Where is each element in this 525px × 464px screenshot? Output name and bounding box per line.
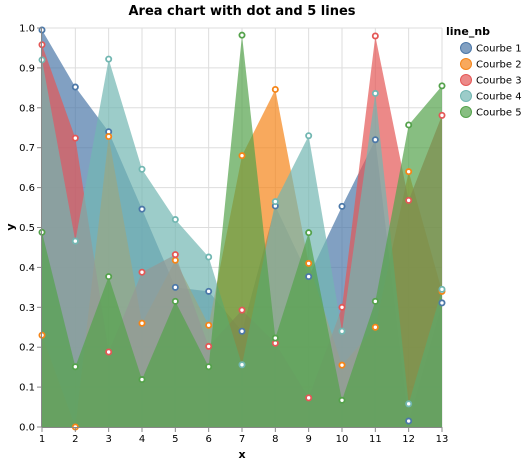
data-point-series-1 xyxy=(171,283,179,291)
legend-symbol xyxy=(460,58,472,70)
data-point-series-4 xyxy=(205,253,213,261)
x-tick-label: 6 xyxy=(205,434,211,445)
data-point-series-5 xyxy=(205,363,213,371)
x-tick-label: 2 xyxy=(72,434,78,445)
x-tick-label: 11 xyxy=(369,434,382,445)
x-tick-label: 1 xyxy=(39,434,45,445)
data-point-series-1 xyxy=(305,273,313,281)
y-tick-label: 0.5 xyxy=(19,223,35,234)
y-tick-label: 0.0 xyxy=(19,423,35,434)
data-point-series-2 xyxy=(405,168,413,176)
data-point-series-2 xyxy=(205,321,213,329)
legend-label: Courbe 1 xyxy=(476,44,522,55)
y-tick-label: 0.8 xyxy=(19,103,35,114)
data-point-series-5 xyxy=(305,229,313,237)
legend-symbol xyxy=(460,90,472,102)
x-tick-label: 4 xyxy=(139,434,145,445)
y-tick-label: 0.2 xyxy=(19,343,35,354)
chart-axes: 1 2 3 4 5 6 7 8 9 10 11 12 130.00.10.20.30.40.50.60.… xyxy=(19,24,448,446)
data-point-series-1 xyxy=(405,417,413,425)
area-series-5 xyxy=(42,35,442,427)
legend-symbol xyxy=(460,74,472,86)
chart-points xyxy=(38,26,446,431)
data-point-series-2 xyxy=(371,323,379,331)
data-point-series-3 xyxy=(238,306,246,314)
data-point-series-2 xyxy=(105,133,113,141)
data-point-series-2 xyxy=(138,319,146,327)
data-point-series-4 xyxy=(71,237,79,245)
x-tick-label: 7 xyxy=(239,434,245,445)
y-tick-label: 0.3 xyxy=(19,303,35,314)
legend-title: line_nb xyxy=(446,25,490,38)
data-point-series-5 xyxy=(338,396,346,404)
x-tick-label: 9 xyxy=(305,434,311,445)
y-tick-label: 0.4 xyxy=(19,263,35,274)
data-point-series-2 xyxy=(238,152,246,160)
chart-title: Area chart with dot and 5 lines xyxy=(128,4,355,19)
data-point-series-4 xyxy=(305,132,313,140)
legend-label: Courbe 5 xyxy=(476,108,522,119)
chart-legend: line_nb Courbe 1 Courbe 2 Courbe 3 Courbe 4… xyxy=(446,25,522,119)
data-point-series-4 xyxy=(371,89,379,97)
data-point-series-5 xyxy=(238,31,246,39)
data-point-series-1 xyxy=(238,327,246,335)
y-tick-label: 0.1 xyxy=(19,383,35,394)
data-point-series-1 xyxy=(371,136,379,144)
x-tick-label: 10 xyxy=(336,434,349,445)
data-point-series-5 xyxy=(71,363,79,371)
data-point-series-5 xyxy=(271,334,279,342)
data-point-series-1 xyxy=(71,83,79,91)
data-point-series-3 xyxy=(171,251,179,259)
legend-label: Courbe 3 xyxy=(476,76,522,87)
data-point-series-2 xyxy=(305,259,313,267)
data-point-series-4 xyxy=(138,165,146,173)
data-point-series-1 xyxy=(438,299,446,307)
data-point-series-5 xyxy=(105,273,113,281)
data-point-series-4 xyxy=(171,216,179,224)
data-point-series-3 xyxy=(71,134,79,142)
y-tick-label: 0.6 xyxy=(19,183,35,194)
y-axis-label: y xyxy=(4,223,17,230)
data-point-series-3 xyxy=(338,303,346,311)
data-point-series-5 xyxy=(438,82,446,90)
x-tick-label: 3 xyxy=(105,434,111,445)
data-point-series-2 xyxy=(171,256,179,264)
data-point-series-4 xyxy=(338,327,346,335)
data-point-series-4 xyxy=(105,55,113,63)
y-tick-label: 0.9 xyxy=(19,63,35,74)
data-point-series-4 xyxy=(238,361,246,369)
data-point-series-1 xyxy=(338,202,346,210)
data-point-series-3 xyxy=(205,342,213,350)
data-point-series-5 xyxy=(371,297,379,305)
legend-label: Courbe 2 xyxy=(476,60,522,71)
legend-label: Courbe 4 xyxy=(476,92,522,103)
data-point-series-3 xyxy=(438,111,446,119)
data-point-series-4 xyxy=(405,400,413,408)
x-tick-label: 8 xyxy=(272,434,278,445)
y-tick-label: 0.7 xyxy=(19,143,35,154)
area-series-4 xyxy=(42,59,442,427)
data-point-series-5 xyxy=(138,376,146,384)
data-point-series-1 xyxy=(138,205,146,213)
x-tick-label: 13 xyxy=(436,434,449,445)
legend-symbol xyxy=(460,42,472,54)
y-tick-label: 1.0 xyxy=(19,24,35,35)
data-point-series-3 xyxy=(138,268,146,276)
data-point-series-3 xyxy=(105,348,113,356)
data-point-series-3 xyxy=(371,32,379,40)
data-point-series-3 xyxy=(305,394,313,402)
x-tick-label: 12 xyxy=(402,434,415,445)
x-axis-label: x xyxy=(238,448,245,461)
x-tick-label: 5 xyxy=(172,434,178,445)
data-point-series-1 xyxy=(205,287,213,295)
data-point-series-5 xyxy=(405,121,413,129)
data-point-series-5 xyxy=(171,297,179,305)
data-point-series-4 xyxy=(438,285,446,293)
data-point-series-3 xyxy=(405,196,413,204)
data-point-series-2 xyxy=(271,85,279,93)
data-point-series-4 xyxy=(271,198,279,206)
legend-symbol xyxy=(460,106,472,118)
data-point-series-2 xyxy=(338,361,346,369)
